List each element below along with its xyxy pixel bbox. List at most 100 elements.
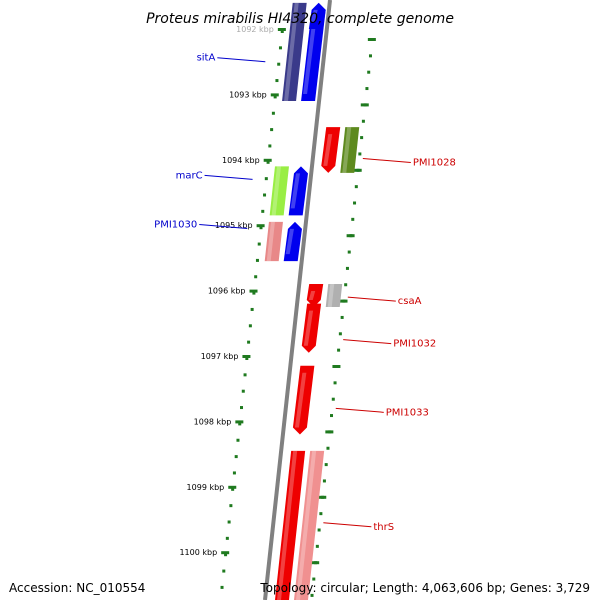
gene-label: PMI1032	[393, 339, 436, 350]
ruler-dot-right	[312, 577, 316, 581]
ruler-dot-right	[324, 463, 328, 467]
ruler-dot-left	[225, 536, 229, 540]
tick-mark-right	[353, 168, 362, 172]
ruler-dot-left	[227, 520, 231, 524]
tick-mark-left	[270, 93, 279, 97]
ruler-dot-left	[240, 406, 244, 410]
gene-feature	[283, 221, 302, 262]
ruler-dot-right	[360, 136, 364, 140]
ruler-dot-left	[266, 160, 270, 164]
gene-feature	[308, 2, 326, 29]
gene-feature	[293, 450, 325, 600]
tick-mark-left	[228, 485, 237, 489]
tick-marks: 1092 kbp 1093 kbp 1094 kbp 1095 kbp 1096 kbp…	[179, 25, 376, 565]
ruler-dot-right	[367, 70, 371, 74]
map-title: Proteus mirabilis HI4320, complete genom…	[146, 11, 454, 27]
gene-feature-highlight	[310, 9, 318, 22]
gene-label: PMI1030	[154, 219, 197, 230]
ruler-dot-right	[338, 332, 342, 336]
gene-feature-highlight	[290, 173, 300, 209]
ruler-dot-left	[248, 324, 252, 328]
ruler-dot-left	[247, 340, 251, 344]
callout-line	[323, 522, 372, 528]
gene-feature	[292, 365, 315, 435]
ruler-dot-right	[365, 87, 369, 91]
ruler-dot-right	[361, 119, 365, 123]
ruler-dot-right	[347, 250, 351, 254]
callout-line	[347, 296, 396, 302]
ruler-dot-left	[238, 422, 242, 426]
tick-mark-left	[221, 551, 230, 555]
ruler-dot-right	[331, 397, 335, 401]
gene-feature-highlight	[276, 450, 298, 600]
ruler-dot-left	[273, 95, 277, 99]
tick-mark-right	[346, 234, 355, 238]
ruler-dot-left	[224, 553, 228, 557]
ruler-dot-right	[345, 266, 349, 270]
gene-feature-highlight	[323, 134, 333, 166]
ruler-dot-left	[252, 291, 256, 295]
gene-label: thrS	[373, 522, 394, 533]
gene-feature	[282, 2, 307, 101]
ruler-dot-left	[245, 357, 249, 360]
ruler-dot-left	[264, 177, 268, 181]
tick-mark-right	[311, 561, 320, 565]
gene-label: PMI1028	[413, 157, 456, 168]
gene-feature-highlight	[271, 166, 281, 216]
gene-feature-highlight	[285, 228, 294, 255]
gene-feature	[301, 303, 322, 353]
tick-mark-right	[332, 365, 341, 368]
ruler-dot-left	[254, 275, 258, 279]
callout-line	[199, 223, 248, 229]
tick-mark-left	[277, 28, 286, 31]
gene-label: csaA	[398, 296, 422, 307]
ruler-dot-left	[277, 62, 281, 66]
gene-label: sitA	[197, 53, 216, 64]
gene-feature-highlight	[295, 450, 317, 600]
tick-mark-right	[360, 103, 369, 107]
gene-feature	[325, 284, 343, 307]
ruler-dot-left	[232, 471, 236, 475]
accession-text: Accession: NC_010554	[9, 581, 146, 595]
gene-label: PMI1033	[386, 407, 429, 418]
gene-feature-highlight	[266, 221, 275, 262]
ruler-dot-left	[222, 569, 226, 573]
tick-mark-left	[235, 420, 244, 424]
tick-label: 1100 kbp	[179, 548, 217, 557]
genome-summary-text: Topology: circular; Length: 4,063,606 bp…	[260, 581, 590, 595]
gene-label: marC	[176, 170, 203, 181]
gene-feature-highlight	[308, 291, 316, 300]
gene-feature-highlight	[294, 372, 307, 428]
ruler-dot-right	[358, 152, 362, 156]
tick-mark-left	[242, 355, 251, 358]
ruler-dot-right	[351, 217, 355, 221]
callout-line	[362, 157, 411, 163]
ruler-dot-left	[234, 455, 238, 459]
ruler-dot-right	[333, 381, 337, 385]
ruler-dot-left	[220, 585, 224, 589]
ruler-dot-left	[255, 258, 259, 262]
genome-backbone	[263, 0, 332, 600]
gene-feature-highlight	[327, 284, 335, 307]
tick-label: 1095 kbp	[215, 221, 253, 230]
ruler-dot-left	[278, 46, 282, 50]
tick-mark-left	[256, 224, 265, 228]
ruler-dot-left	[261, 209, 265, 213]
gene-feature	[340, 127, 360, 173]
ruler-dot-left	[257, 242, 261, 246]
tick-mark-left	[263, 158, 272, 162]
ruler-dot-right	[326, 446, 330, 450]
ruler-dot-left	[271, 111, 275, 115]
callout-line	[335, 407, 384, 413]
gene-feature	[288, 166, 308, 216]
ruler-dot-right	[322, 479, 326, 483]
callout-line	[217, 57, 266, 63]
gene-feature-highlight	[303, 9, 318, 94]
ruler-dot-left	[263, 193, 267, 197]
tick-label: 1099 kbp	[187, 483, 225, 492]
tick-mark-right	[325, 430, 334, 434]
tick-label: 1098 kbp	[194, 417, 232, 426]
ruler-dot-right	[330, 414, 334, 418]
tick-label: 1093 kbp	[229, 90, 267, 99]
